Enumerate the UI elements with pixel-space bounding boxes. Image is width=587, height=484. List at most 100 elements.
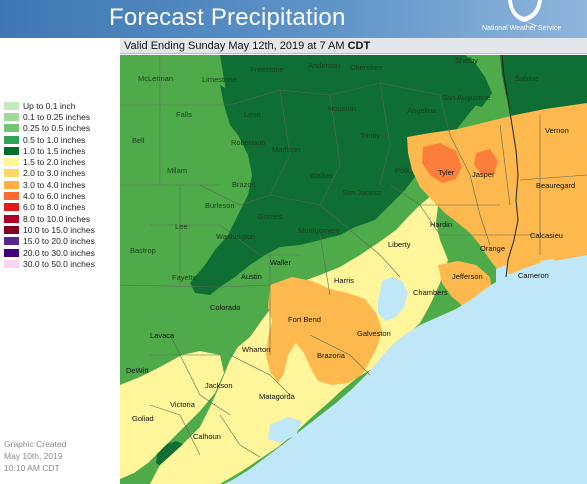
yellow-area-west [120, 351, 224, 479]
created-time: 10:10 AM CDT [4, 463, 60, 473]
county-label-tyler: Tyler [438, 168, 455, 177]
county-label-hardin: Hardin [430, 220, 452, 229]
legend-swatch [4, 203, 19, 212]
county-label-angelina: Angelina [407, 106, 437, 115]
calcasieu-lake [540, 259, 556, 273]
legend-label: 20.0 to 30.0 inches [23, 247, 95, 258]
county-label-fayette: Fayette [172, 273, 197, 282]
county-label-jackson: Jackson [205, 381, 233, 390]
legend-row: 20.0 to 30.0 inches [4, 247, 116, 258]
county-label-walker: Walker [310, 171, 334, 180]
legend-row: 6.0 to 8.0 inches [4, 202, 116, 213]
county-label-houston: Houston [328, 104, 356, 113]
legend-swatch [4, 169, 19, 178]
county-label-victoria: Victoria [170, 400, 196, 409]
legend-row: 1.0 to 1.5 inches [4, 145, 116, 156]
valid-time-text: Valid Ending Sunday May 12th, 2019 at 7 … [124, 40, 348, 52]
county-label-bell: Bell [132, 136, 145, 145]
legend-row: 10.0 to 15.0 inches [4, 224, 116, 235]
county-label-polk: Polk [395, 166, 410, 175]
valid-time-bar: Valid Ending Sunday May 12th, 2019 at 7 … [120, 38, 587, 54]
legend-label: 8.0 to 10.0 inches [23, 213, 91, 224]
county-label-jasper: Jasper [472, 170, 495, 179]
county-label-trinity: Trinity [360, 131, 380, 140]
state-border-line [501, 55, 519, 278]
county-label-goliad: Goliad [132, 414, 154, 423]
county-label-wharton: Wharton [242, 345, 270, 354]
county-label-fort-bend: Fort Bend [288, 315, 321, 324]
county-label-bastrop: Bastrop [130, 246, 156, 255]
county-borders [120, 55, 587, 458]
legend-row: 8.0 to 10.0 inches [4, 213, 116, 224]
legend-label: 0.25 to 0.5 inches [23, 123, 91, 134]
legend-label: Up to 0.1 inch [23, 100, 76, 111]
precip-map-svg: McLennan Limestone Freestone Anderson Ch… [120, 55, 587, 484]
legend-row: 0.1 to 0.25 inches [4, 111, 116, 122]
county-label-chambers: Chambers [413, 288, 448, 297]
county-label-milam: Milam [167, 166, 187, 175]
legend-label: 3.0 to 4.0 inches [23, 179, 86, 190]
county-label-sabine: Sabine [515, 74, 538, 83]
legend-swatch [4, 259, 19, 268]
county-label-anderson: Anderson [308, 61, 340, 70]
legend-row: 4.0 to 6.0 inches [4, 190, 116, 201]
county-label-lavaca: Lavaca [150, 331, 175, 340]
legend-row: 30.0 to 50.0 inches [4, 258, 116, 269]
legend-row: Up to 0.1 inch [4, 100, 116, 111]
county-label-galveston: Galveston [357, 329, 391, 338]
valid-time-zone: CDT [347, 40, 371, 52]
legend-label: 4.0 to 6.0 inches [23, 191, 86, 202]
county-label-shelby: Shelby [455, 56, 478, 65]
legend-label: 0.5 to 1.0 inches [23, 134, 86, 145]
county-label-harris: Harris [334, 276, 354, 285]
county-label-burleson: Burleson [205, 201, 235, 210]
map-title: Forecast Precipitation [109, 4, 346, 31]
legend-swatch [4, 158, 19, 167]
county-label-freestone: Freestone [250, 65, 284, 74]
legend-swatch [4, 248, 19, 257]
legend-swatch [4, 112, 19, 121]
header-banner: Forecast Precipitation National Weather … [0, 0, 587, 38]
county-label-san-augustine: San Augustine [442, 93, 490, 102]
county-labels: McLennan Limestone Freestone Anderson Ch… [126, 56, 575, 441]
county-label-lee: Lee [175, 222, 188, 231]
matagorda-bay [268, 417, 302, 443]
county-label-washington: Washington [216, 232, 255, 241]
county-label-colorado: Colorado [210, 303, 240, 312]
legend-row: 0.5 to 1.0 inches [4, 134, 116, 145]
county-label-limestone: Limestone [202, 75, 237, 84]
galveston-bay [378, 277, 408, 321]
legend-row: 1.5 to 2.0 inches [4, 156, 116, 167]
county-label-cameron: Cameron [518, 271, 549, 280]
legend-label: 1.5 to 2.0 inches [23, 157, 86, 168]
legend-row: 3.0 to 4.0 inches [4, 179, 116, 190]
legend-swatch [4, 180, 19, 189]
legend-row: 15.0 to 20.0 inches [4, 236, 116, 247]
county-label-liberty: Liberty [388, 240, 411, 249]
legend-swatch [4, 214, 19, 223]
red-orange-area-jasper [474, 149, 498, 175]
county-label-cherokee: Cherokee [350, 63, 383, 72]
county-label-matagorda: Matagorda [259, 392, 296, 401]
dark-green-area-north [415, 55, 492, 107]
created-date: May 10th, 2019 [4, 451, 63, 461]
precip-legend: Up to 0.1 inch 0.1 to 0.25 inches 0.25 to … [4, 100, 116, 269]
county-label-orange: Orange [480, 244, 505, 253]
created-label: Graphic Created [4, 439, 67, 449]
county-label-beauregard: Beauregard [536, 181, 575, 190]
legend-swatch [4, 124, 19, 133]
legend-label: 10.0 to 15.0 inches [23, 224, 95, 235]
county-label-waller: Waller [270, 258, 291, 267]
agency-name: National Weather Service [482, 25, 562, 32]
county-label-grimes: Grimes [258, 212, 282, 221]
county-label-leon: Leon [244, 110, 261, 119]
county-label-san-jacinto: San Jacinto [342, 188, 381, 197]
county-label-jefferson: Jefferson [452, 272, 483, 281]
county-label-montgomery: Montgomery [298, 226, 340, 235]
county-label-brazoria: Brazoria [317, 351, 346, 360]
legend-swatch [4, 135, 19, 144]
legend-swatch [4, 225, 19, 234]
county-label-falls: Falls [176, 110, 192, 119]
gulf-water [224, 255, 587, 484]
graphic-created-info: Graphic Created May 10th, 2019 10:10 AM … [4, 438, 66, 474]
